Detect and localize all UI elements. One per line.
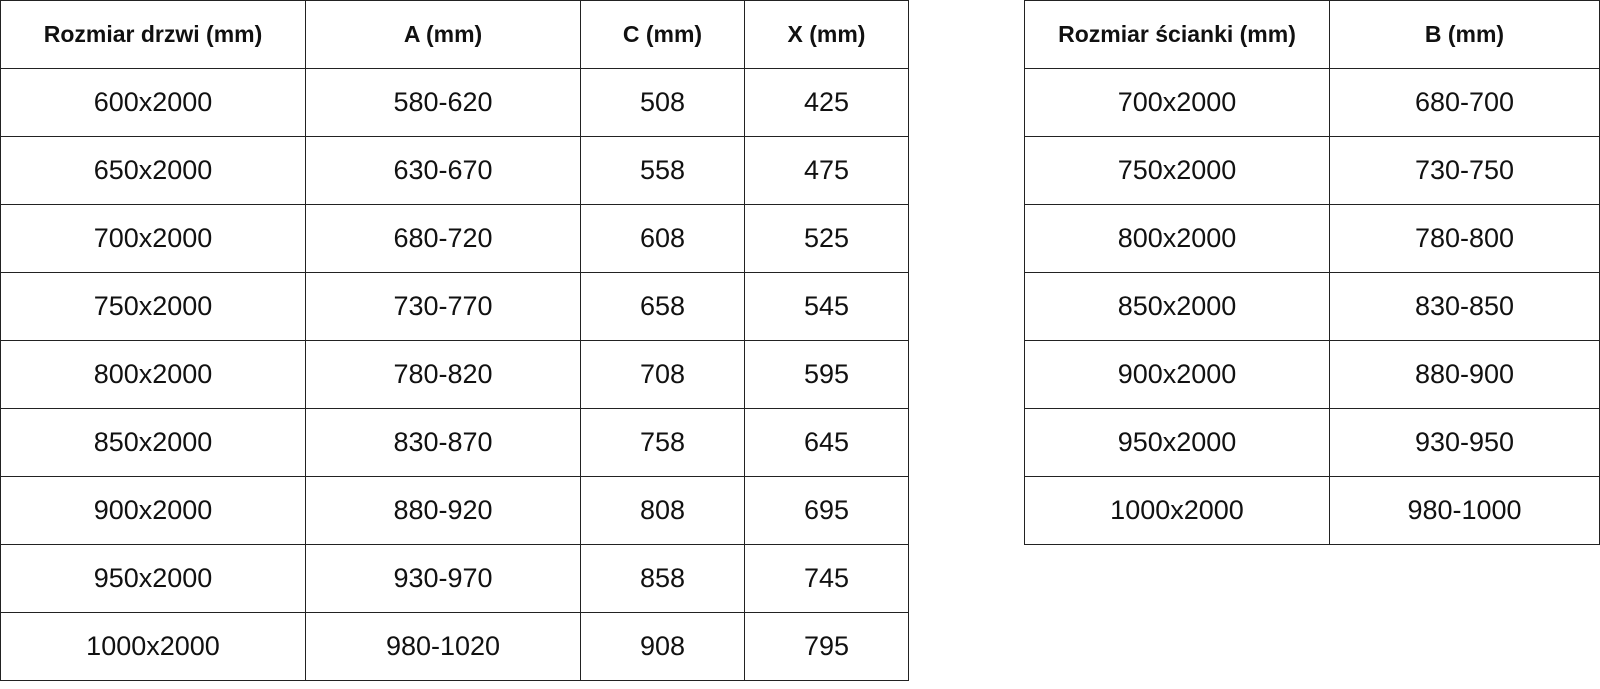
header-row: Rozmiar drzwi (mm) A (mm) C (mm) X (mm) (0, 0, 909, 69)
table-row: 800x2000 780-820 708 595 (0, 340, 909, 409)
table-cell: 630-670 (305, 136, 581, 205)
table-cell: 880-920 (305, 476, 581, 545)
table-row: 950x2000 930-970 858 745 (0, 544, 909, 613)
column-header: Rozmiar ścianki (mm) (1024, 0, 1330, 69)
table-cell: 645 (744, 408, 909, 477)
table-cell: 808 (580, 476, 745, 545)
table-row: 1000x2000 980-1000 (1024, 476, 1600, 545)
table-cell: 545 (744, 272, 909, 341)
table-cell: 580-620 (305, 68, 581, 137)
table-cell: 708 (580, 340, 745, 409)
table-cell: 745 (744, 544, 909, 613)
table-cell: 658 (580, 272, 745, 341)
table-row: 1000x2000 980-1020 908 795 (0, 612, 909, 681)
table-cell: 830-870 (305, 408, 581, 477)
table-cell: 830-850 (1329, 272, 1600, 341)
table-cell: 858 (580, 544, 745, 613)
column-header: B (mm) (1329, 0, 1600, 69)
table-cell: 558 (580, 136, 745, 205)
table-cell: 930-950 (1329, 408, 1600, 477)
column-header: A (mm) (305, 0, 581, 69)
header-row: Rozmiar ścianki (mm) B (mm) (1024, 0, 1600, 69)
table-cell: 950x2000 (0, 544, 306, 613)
table-cell: 700x2000 (1024, 68, 1330, 137)
column-header: C (mm) (580, 0, 745, 69)
wall-size-table: Rozmiar ścianki (mm) B (mm) 700x2000 680-7… (1024, 0, 1600, 545)
table-cell: 795 (744, 612, 909, 681)
table-row: 750x2000 730-750 (1024, 136, 1600, 205)
table-row: 850x2000 830-870 758 645 (0, 408, 909, 477)
table-cell: 730-770 (305, 272, 581, 341)
table-row: 600x2000 580-620 508 425 (0, 68, 909, 137)
table-cell: 850x2000 (1024, 272, 1330, 341)
table-cell: 700x2000 (0, 204, 306, 273)
table-row: 800x2000 780-800 (1024, 204, 1600, 273)
table-cell: 425 (744, 68, 909, 137)
table-cell: 900x2000 (0, 476, 306, 545)
table-cell: 680-720 (305, 204, 581, 273)
table-cell: 1000x2000 (1024, 476, 1330, 545)
table-cell: 600x2000 (0, 68, 306, 137)
door-size-table: Rozmiar drzwi (mm) A (mm) C (mm) X (mm) 600… (0, 0, 909, 681)
table-cell: 695 (744, 476, 909, 545)
table-cell: 850x2000 (0, 408, 306, 477)
column-header: Rozmiar drzwi (mm) (0, 0, 306, 69)
table-row: 700x2000 680-720 608 525 (0, 204, 909, 273)
table-cell: 525 (744, 204, 909, 273)
table-row: 900x2000 880-920 808 695 (0, 476, 909, 545)
table-cell: 750x2000 (0, 272, 306, 341)
table-cell: 908 (580, 612, 745, 681)
table-cell: 780-800 (1329, 204, 1600, 273)
table-row: 900x2000 880-900 (1024, 340, 1600, 409)
table-cell: 980-1000 (1329, 476, 1600, 545)
table-cell: 930-970 (305, 544, 581, 613)
table-cell: 980-1020 (305, 612, 581, 681)
table-cell: 880-900 (1329, 340, 1600, 409)
table-cell: 608 (580, 204, 745, 273)
table-cell: 758 (580, 408, 745, 477)
column-header: X (mm) (744, 0, 909, 69)
table-row: 700x2000 680-700 (1024, 68, 1600, 137)
table-row: 950x2000 930-950 (1024, 408, 1600, 477)
table-cell: 800x2000 (1024, 204, 1330, 273)
table-row: 650x2000 630-670 558 475 (0, 136, 909, 205)
table-cell: 475 (744, 136, 909, 205)
table-cell: 680-700 (1329, 68, 1600, 137)
table-cell: 800x2000 (0, 340, 306, 409)
table-cell: 730-750 (1329, 136, 1600, 205)
table-cell: 1000x2000 (0, 612, 306, 681)
table-row: 850x2000 830-850 (1024, 272, 1600, 341)
table-cell: 595 (744, 340, 909, 409)
table-row: 750x2000 730-770 658 545 (0, 272, 909, 341)
table-cell: 750x2000 (1024, 136, 1330, 205)
table-cell: 780-820 (305, 340, 581, 409)
table-cell: 650x2000 (0, 136, 306, 205)
table-cell: 508 (580, 68, 745, 137)
table-cell: 950x2000 (1024, 408, 1330, 477)
table-cell: 900x2000 (1024, 340, 1330, 409)
